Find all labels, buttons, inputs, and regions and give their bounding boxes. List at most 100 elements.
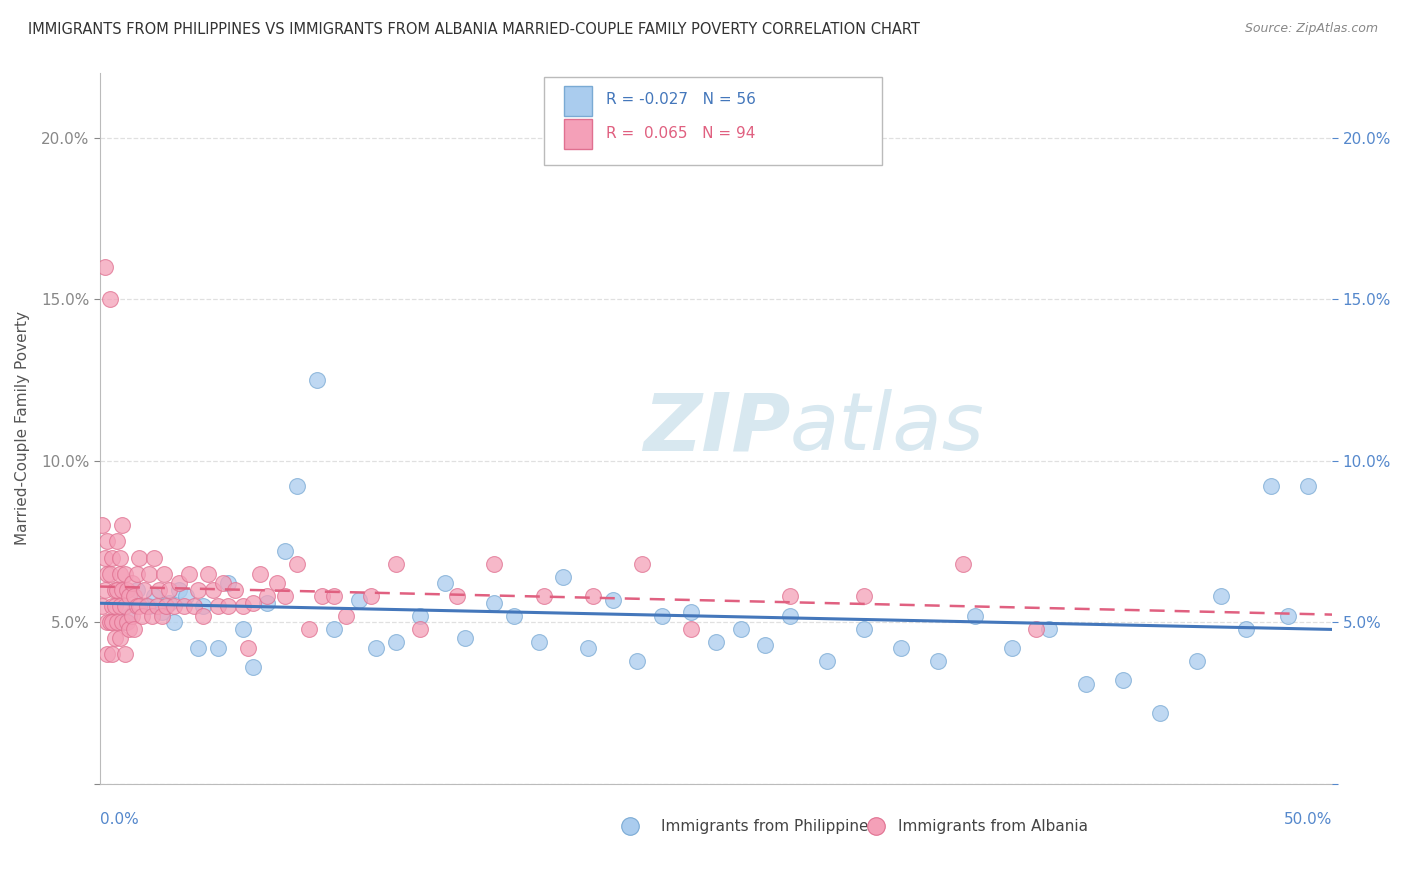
Point bbox=[298, 622, 321, 636]
Point bbox=[266, 576, 288, 591]
Point bbox=[124, 590, 146, 604]
Point bbox=[730, 622, 752, 636]
Point bbox=[582, 590, 605, 604]
Point bbox=[145, 599, 167, 613]
Point bbox=[96, 566, 118, 581]
Point bbox=[98, 292, 121, 306]
Text: Immigrants from Albania: Immigrants from Albania bbox=[898, 819, 1088, 834]
Point bbox=[114, 566, 136, 581]
Point bbox=[111, 582, 134, 597]
Text: R = -0.027   N = 56: R = -0.027 N = 56 bbox=[606, 93, 756, 108]
Point bbox=[527, 634, 550, 648]
Point bbox=[163, 599, 186, 613]
Point bbox=[183, 599, 205, 613]
Point bbox=[115, 582, 138, 597]
Point bbox=[174, 590, 197, 604]
Point bbox=[108, 550, 131, 565]
Point bbox=[94, 260, 117, 274]
Point bbox=[212, 576, 235, 591]
Point bbox=[433, 576, 456, 591]
Point bbox=[1211, 590, 1233, 604]
Point bbox=[305, 373, 328, 387]
Point bbox=[347, 592, 370, 607]
Point bbox=[131, 608, 153, 623]
Point bbox=[128, 550, 150, 565]
Point bbox=[177, 566, 200, 581]
Point bbox=[125, 599, 148, 613]
Point bbox=[815, 654, 838, 668]
Point bbox=[115, 615, 138, 629]
Point bbox=[409, 622, 432, 636]
Point bbox=[553, 570, 575, 584]
Point bbox=[202, 582, 225, 597]
Point bbox=[143, 550, 166, 565]
Point bbox=[118, 590, 141, 604]
Point bbox=[285, 479, 308, 493]
Point bbox=[150, 606, 173, 620]
Text: Source: ZipAtlas.com: Source: ZipAtlas.com bbox=[1244, 22, 1378, 36]
Point bbox=[91, 518, 114, 533]
Point bbox=[108, 599, 131, 613]
Point bbox=[484, 596, 506, 610]
Point bbox=[533, 590, 555, 604]
Point bbox=[150, 608, 173, 623]
Point bbox=[232, 622, 254, 636]
Point bbox=[155, 599, 177, 613]
Point bbox=[118, 622, 141, 636]
Point bbox=[1296, 479, 1319, 493]
Point bbox=[681, 622, 703, 636]
Point bbox=[1185, 654, 1208, 668]
Point bbox=[224, 582, 246, 597]
Point bbox=[94, 550, 117, 565]
Text: atlas: atlas bbox=[790, 389, 984, 467]
Text: Immigrants from Philippines: Immigrants from Philippines bbox=[661, 819, 876, 834]
Point bbox=[323, 590, 346, 604]
Point bbox=[114, 599, 136, 613]
Point bbox=[256, 596, 278, 610]
Point bbox=[193, 599, 215, 613]
FancyBboxPatch shape bbox=[544, 77, 883, 165]
Point bbox=[927, 654, 949, 668]
Point bbox=[167, 582, 190, 597]
Point bbox=[236, 640, 259, 655]
Point bbox=[193, 608, 215, 623]
Point bbox=[111, 615, 134, 629]
Point bbox=[101, 599, 124, 613]
Point bbox=[141, 608, 163, 623]
Point bbox=[852, 590, 875, 604]
Point bbox=[232, 599, 254, 613]
Point bbox=[1277, 608, 1299, 623]
Point bbox=[1112, 673, 1135, 688]
Point bbox=[125, 566, 148, 581]
FancyBboxPatch shape bbox=[564, 86, 592, 116]
Point bbox=[96, 615, 118, 629]
Point bbox=[187, 582, 209, 597]
Point bbox=[104, 599, 127, 613]
Point bbox=[108, 632, 131, 646]
Point bbox=[118, 608, 141, 623]
Point bbox=[104, 582, 127, 597]
Point bbox=[274, 544, 297, 558]
Point bbox=[135, 599, 157, 613]
Point bbox=[335, 608, 357, 623]
Point bbox=[153, 566, 176, 581]
Point bbox=[101, 550, 124, 565]
Text: 50.0%: 50.0% bbox=[1284, 812, 1333, 827]
Point bbox=[256, 590, 278, 604]
Point bbox=[108, 566, 131, 581]
Point bbox=[105, 615, 128, 629]
Point bbox=[1149, 706, 1171, 720]
Point bbox=[446, 590, 468, 604]
Text: IMMIGRANTS FROM PHILIPPINES VS IMMIGRANTS FROM ALBANIA MARRIED-COUPLE FAMILY POV: IMMIGRANTS FROM PHILIPPINES VS IMMIGRANT… bbox=[28, 22, 920, 37]
Point bbox=[409, 608, 432, 623]
Point bbox=[134, 582, 156, 597]
Point bbox=[101, 615, 124, 629]
Point bbox=[704, 634, 727, 648]
Point bbox=[602, 592, 624, 607]
Point bbox=[890, 640, 912, 655]
Point bbox=[1234, 622, 1257, 636]
Point bbox=[217, 576, 239, 591]
Point bbox=[1038, 622, 1060, 636]
Point bbox=[96, 534, 118, 549]
Point bbox=[121, 608, 143, 623]
